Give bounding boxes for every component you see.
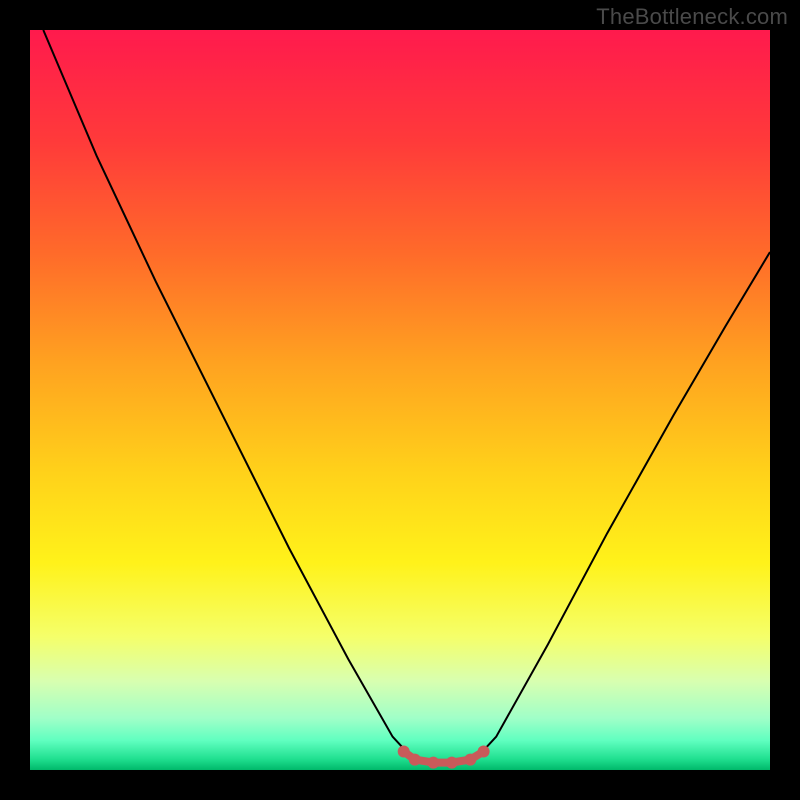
watermark-text: TheBottleneck.com xyxy=(596,4,788,30)
valley-dot xyxy=(464,754,476,766)
plot-area xyxy=(30,30,770,770)
curve-left-branch xyxy=(43,30,411,757)
chart-frame: TheBottleneck.com xyxy=(0,0,800,800)
curve-layer xyxy=(30,30,770,770)
valley-dot xyxy=(427,757,439,769)
valley-dot xyxy=(409,754,421,766)
curve-right-branch xyxy=(478,252,770,757)
valley-dot xyxy=(446,757,458,769)
valley-dot xyxy=(478,746,490,758)
valley-dot xyxy=(398,746,410,758)
